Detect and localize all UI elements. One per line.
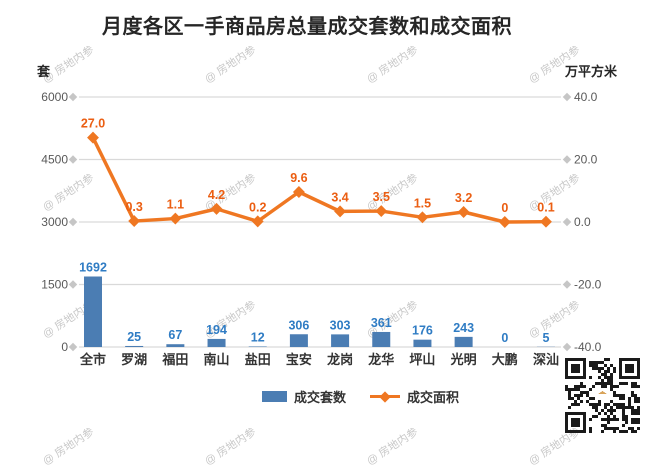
bar-value-label: 12 (251, 331, 265, 345)
bar-value-label: 0 (501, 331, 508, 345)
line-point-marker-icon (87, 132, 99, 144)
bar (166, 344, 184, 347)
right-tick-icon (563, 280, 571, 288)
right-axis-tick-label: 20.0 (574, 153, 598, 167)
line-value-label: 3.4 (331, 190, 348, 204)
right-tick-icon (563, 155, 571, 163)
left-tick-icon (69, 155, 77, 163)
combo-chart: 6000 40.0 4500 20.0 3000 0.0 1500 -20.0 0 -40.0 16… (0, 0, 645, 435)
legend: 成交套数 成交面积 (262, 387, 459, 406)
left-tick-icon (69, 93, 77, 101)
x-axis-category-label: 深汕 (533, 352, 559, 367)
bar-value-label: 67 (168, 328, 182, 342)
line-series-swatch (370, 395, 400, 398)
x-axis-category-label: 龙岗 (327, 352, 353, 367)
legend-item-line-series: 成交面积 (370, 387, 459, 406)
bar (208, 339, 226, 347)
qr-pattern (565, 358, 640, 433)
left-tick-icon (69, 280, 77, 288)
left-axis-tick-label: 6000 (41, 90, 68, 104)
x-axis-category-label: 龙华 (368, 352, 394, 367)
line-value-label: 0.3 (125, 200, 142, 214)
bar-series-swatch (262, 391, 287, 402)
line-point-marker-icon (375, 205, 387, 217)
x-axis-category-label: 宝安 (286, 352, 312, 367)
bar-value-label: 194 (206, 323, 227, 337)
line-value-label: 0.1 (537, 201, 554, 215)
left-axis-tick-label: 3000 (41, 215, 68, 229)
bar-value-label: 25 (127, 330, 141, 344)
right-axis-tick-label: -40.0 (574, 340, 602, 354)
line-point-marker-icon (540, 216, 552, 228)
line-point-marker-icon (458, 206, 470, 218)
bar-value-label: 5 (543, 331, 550, 345)
line-point-marker-icon (169, 213, 181, 225)
line-value-label: 27.0 (81, 117, 105, 131)
left-axis-tick-label: 4500 (41, 153, 68, 167)
diamond-marker-icon (379, 391, 390, 402)
legend-bar-label: 成交套数 (294, 387, 346, 406)
right-axis-tick-label: 0.0 (574, 215, 591, 229)
left-axis-tick-label: 1500 (41, 278, 68, 292)
x-axis-category-label: 光明 (450, 352, 477, 367)
line-point-marker-icon (334, 205, 346, 217)
line-value-label: 0 (501, 201, 508, 215)
bar (413, 340, 431, 347)
bar-value-label: 361 (371, 316, 392, 330)
x-axis-category-label: 盐田 (245, 352, 271, 367)
right-tick-icon (563, 343, 571, 351)
x-axis-category-label: 坪山 (409, 352, 435, 367)
qr-code (565, 358, 640, 433)
right-axis-tick-label: -20.0 (574, 278, 602, 292)
legend-item-bar-series: 成交套数 (262, 387, 346, 406)
line-value-label: 1.5 (414, 196, 431, 210)
bar (84, 277, 102, 348)
bar-value-label: 303 (330, 318, 351, 332)
line-value-label: 1.1 (167, 198, 184, 212)
bar-value-label: 243 (453, 321, 474, 335)
right-tick-icon (563, 93, 571, 101)
line-value-label: 3.2 (455, 191, 472, 205)
right-axis-tick-label: 40.0 (574, 90, 598, 104)
x-axis-category-label: 南山 (204, 352, 230, 367)
legend-line-label: 成交面积 (407, 387, 459, 406)
line-value-label: 9.6 (290, 171, 307, 185)
line-value-label: 4.2 (208, 188, 225, 202)
x-axis-category-label: 大鹏 (492, 352, 518, 367)
bar (372, 332, 390, 347)
bar-value-label: 176 (412, 324, 433, 338)
line-series-path (93, 138, 546, 222)
left-axis-tick-label: 0 (61, 340, 68, 354)
x-axis-category-label: 福田 (161, 352, 188, 367)
x-axis-category-label: 罗湖 (121, 352, 147, 367)
line-point-marker-icon (499, 216, 511, 228)
bar (331, 334, 349, 347)
line-point-marker-icon (128, 215, 140, 227)
bar-value-label: 306 (288, 318, 309, 332)
bar (455, 337, 473, 347)
qr-center-logo-icon (598, 391, 607, 394)
line-point-marker-icon (211, 203, 223, 215)
line-value-label: 3.5 (373, 190, 390, 204)
x-axis-category-label: 全市 (79, 352, 106, 367)
bar (290, 334, 308, 347)
left-tick-icon (69, 343, 77, 351)
right-tick-icon (563, 218, 571, 226)
left-tick-icon (69, 218, 77, 226)
line-value-label: 0.2 (249, 200, 266, 214)
bar (249, 347, 267, 348)
bar (125, 346, 143, 347)
bar-value-label: 1692 (79, 261, 107, 275)
